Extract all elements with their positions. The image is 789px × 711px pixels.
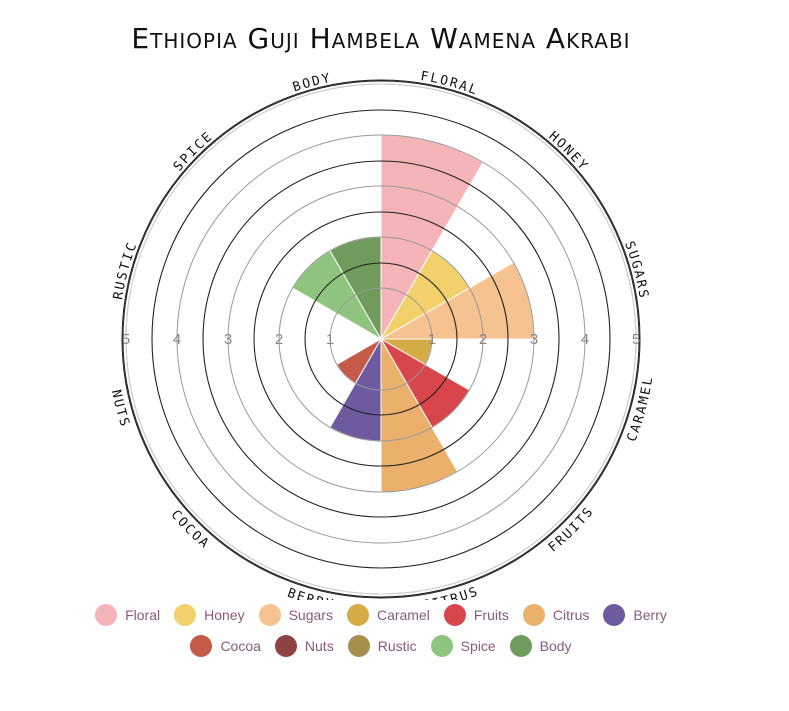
r-tick-label: 1 — [428, 331, 436, 348]
legend-label: Floral — [125, 607, 161, 623]
r-tick-label: 2 — [275, 331, 283, 348]
legend-item-body[interactable]: Body — [509, 635, 572, 657]
axis-label-body: BODY — [291, 71, 333, 96]
legend-item-citrus[interactable]: Citrus — [522, 604, 590, 626]
r-tick-label: 2 — [479, 331, 487, 348]
axis-label-floral: FLORAL — [419, 69, 480, 99]
legend-item-floral[interactable]: Floral — [95, 604, 160, 626]
r-tick-label: 4 — [581, 331, 589, 348]
r-tick-label: 3 — [224, 331, 232, 348]
outer-ring — [122, 80, 640, 598]
legend-swatch — [347, 635, 370, 657]
legend-swatch — [258, 604, 281, 626]
grid-circle — [227, 185, 535, 493]
legend-item-fruits[interactable]: Fruits — [443, 604, 509, 626]
axis-label-honey: HONEY — [545, 129, 591, 175]
legend-item-sugars[interactable]: Sugars — [258, 604, 333, 626]
legend-swatch — [430, 635, 453, 657]
axis-label-spice: SPICE — [171, 129, 217, 175]
grid-circle — [176, 134, 586, 544]
legend-swatch — [509, 635, 532, 657]
legend-swatch — [274, 635, 297, 657]
legend-label: Rustic — [377, 638, 417, 654]
legend-item-cocoa[interactable]: Cocoa — [190, 635, 261, 657]
legend-label: Cocoa — [220, 638, 261, 654]
grid-circle — [304, 262, 458, 416]
r-tick-label: 5 — [632, 331, 640, 348]
legend-swatch — [522, 604, 545, 626]
outer-ring — [121, 79, 641, 599]
legend-swatch — [443, 604, 466, 626]
r-tick-label: 5 — [122, 331, 130, 348]
legend-label: Honey — [204, 607, 245, 623]
legend-row-2: Cocoa Nuts Rustic Spice Body — [0, 635, 762, 657]
polar-area-chart: 11 22 33 44 55 FLORALHONEYSUGARSCARAMELFRUIT… — [108, 69, 654, 600]
legend-item-caramel[interactable]: Caramel — [346, 604, 430, 626]
legend-label: Citrus — [552, 607, 590, 623]
slices-group — [291, 134, 535, 493]
legend-swatch — [190, 635, 213, 657]
legend-label: Nuts — [304, 638, 334, 654]
legend-swatch — [603, 604, 626, 626]
chart-title: Ethiopia Guji Hambela Wamena Akrabi — [131, 22, 631, 55]
legend-label: Berry — [633, 607, 667, 623]
r-tick-label: 1 — [326, 331, 334, 348]
legend-label: Fruits — [473, 607, 509, 623]
grid-circle — [151, 109, 611, 569]
grid-circle — [329, 287, 433, 391]
legend-swatch — [174, 604, 197, 626]
grid-circle — [253, 211, 509, 467]
r-tick-label: 4 — [173, 331, 181, 348]
grid-circle — [202, 160, 560, 518]
grid-circle — [278, 236, 484, 442]
legend-label: Body — [539, 638, 572, 654]
legend-item-rustic[interactable]: Rustic — [347, 635, 417, 657]
legend-item-honey[interactable]: Honey — [174, 604, 245, 626]
legend-label: Spice — [460, 638, 496, 654]
legend-swatch — [346, 604, 369, 626]
legend-item-spice[interactable]: Spice — [430, 635, 496, 657]
legend-item-nuts[interactable]: Nuts — [274, 635, 334, 657]
legend-label: Sugars — [288, 607, 333, 623]
axis-label-fruits: FRUITS — [546, 504, 598, 556]
r-tick-label: 3 — [530, 331, 538, 348]
legend-item-berry[interactable]: Berry — [603, 604, 667, 626]
axis-label-sugars: SUGARS — [621, 239, 651, 300]
outer-ring — [125, 83, 637, 595]
legend-row-1: Floral Honey Sugars Caramel Fruits Citrus Berr… — [0, 604, 762, 626]
legend-label: Caramel — [376, 607, 430, 623]
axis-label-rustic: RUSTIC — [111, 239, 141, 300]
grid-group — [121, 79, 641, 599]
legend-swatch — [95, 604, 118, 626]
tick-labels-group: 1 1 2 2 3 3 4 4 5 5 — [122, 331, 640, 348]
